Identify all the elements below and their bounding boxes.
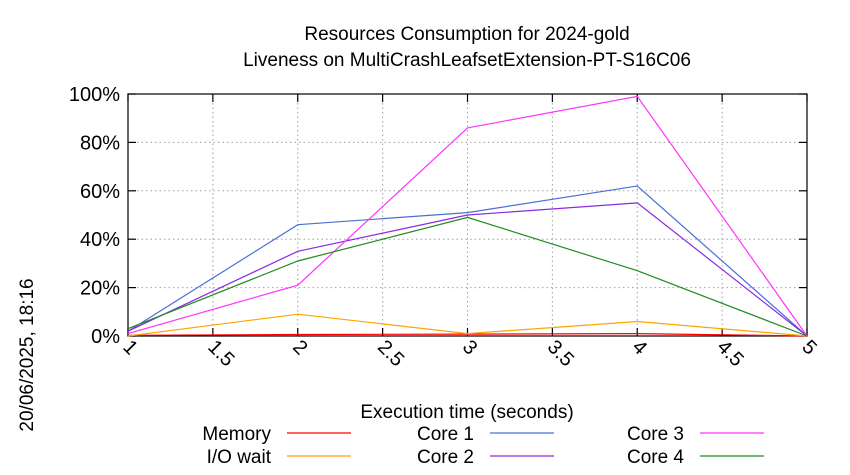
grid [128,94,807,336]
series-lines [127,95,808,337]
x-axis-label: Execution time (seconds) [360,402,573,423]
x-tick-label: 1 [118,336,141,359]
legend-label-core-1: Core 1 [417,424,474,445]
y-tick-label: 40% [80,229,120,251]
series-line-core-2 [127,202,808,337]
x-tick-label: 2 [288,336,311,359]
y-tick-label: 80% [80,132,120,154]
legend-label-core-3: Core 3 [627,424,684,445]
series-line-core-3 [127,95,808,337]
x-tick-label: 3 [458,336,481,359]
x-tick-label: 4.5 [713,336,748,371]
y-tick-labels: 0% 20% 40% 60% 80% 100% [69,84,120,348]
series-line-core-1 [127,185,808,337]
legend-label-core-2: Core 2 [417,447,474,468]
legend-label-i-o-wait: I/O wait [207,447,272,468]
legend-label-memory: Memory [202,424,271,445]
series-line-core-4 [127,216,808,337]
x-tick-label: 1.5 [203,336,238,371]
chart-title: Resources Consumption for 2024-gold [304,24,629,45]
chart-subtitle: Liveness on MultiCrashLeafsetExtension-P… [243,50,691,71]
y-tick-label: 60% [80,181,120,203]
y-tick-label: 100% [69,84,120,106]
timestamp-label: 20/06/2025, 18:16 [17,278,38,431]
x-tick-label: 5 [797,336,820,359]
y-tick-label: 20% [80,278,120,300]
x-tick-label: 3.5 [543,336,578,371]
y-tick-label: 0% [91,326,120,348]
x-tick-label: 4 [628,336,651,359]
x-tick-label: 2.5 [373,336,408,371]
x-tick-labels: 1 1.5 2 2.5 3 3.5 4 4.5 5 [118,336,820,371]
series-line-i-o-wait [127,313,808,337]
legend-label-core-4: Core 4 [627,447,684,468]
